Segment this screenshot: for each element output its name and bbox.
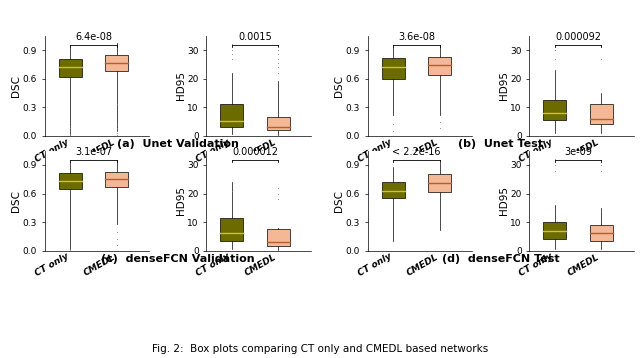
Bar — [105, 55, 128, 71]
Bar — [428, 174, 451, 192]
Bar — [105, 171, 128, 187]
Text: 0.000092: 0.000092 — [555, 32, 601, 42]
Bar — [266, 117, 290, 130]
Bar — [59, 59, 82, 77]
Text: 3e-09: 3e-09 — [564, 147, 592, 157]
Y-axis label: DSC: DSC — [335, 190, 344, 212]
Text: (c)  denseFCN Validation: (c) denseFCN Validation — [101, 254, 255, 264]
Bar — [428, 57, 451, 75]
Y-axis label: DSC: DSC — [335, 75, 344, 97]
Text: Fig. 2:  Box plots comparing CT only and CMEDL based networks: Fig. 2: Box plots comparing CT only and … — [152, 344, 488, 354]
Y-axis label: HD95: HD95 — [499, 186, 509, 215]
Text: 3.1e-07: 3.1e-07 — [75, 147, 112, 157]
Y-axis label: DSC: DSC — [12, 75, 21, 97]
Y-axis label: HD95: HD95 — [176, 71, 186, 100]
Bar — [543, 100, 566, 120]
Text: (d)  denseFCN Test: (d) denseFCN Test — [442, 254, 559, 264]
Bar — [266, 229, 290, 246]
Text: (a)  Unet Validation: (a) Unet Validation — [116, 139, 239, 149]
Text: 3.6e-08: 3.6e-08 — [398, 32, 435, 42]
Bar — [543, 222, 566, 239]
Y-axis label: HD95: HD95 — [499, 71, 509, 100]
Bar — [381, 182, 405, 198]
Bar — [220, 104, 243, 127]
Text: 0.0015: 0.0015 — [238, 32, 272, 42]
Bar — [59, 173, 82, 189]
Text: 6.4e-08: 6.4e-08 — [75, 32, 112, 42]
Bar — [589, 104, 612, 124]
Bar — [589, 225, 612, 241]
Bar — [220, 218, 243, 241]
Bar — [381, 58, 405, 79]
Y-axis label: HD95: HD95 — [176, 186, 186, 215]
Text: (b)  Unet Test: (b) Unet Test — [458, 139, 543, 149]
Text: 0.000012: 0.000012 — [232, 147, 278, 157]
Y-axis label: DSC: DSC — [12, 190, 21, 212]
Text: < 2.2e-16: < 2.2e-16 — [392, 147, 441, 157]
